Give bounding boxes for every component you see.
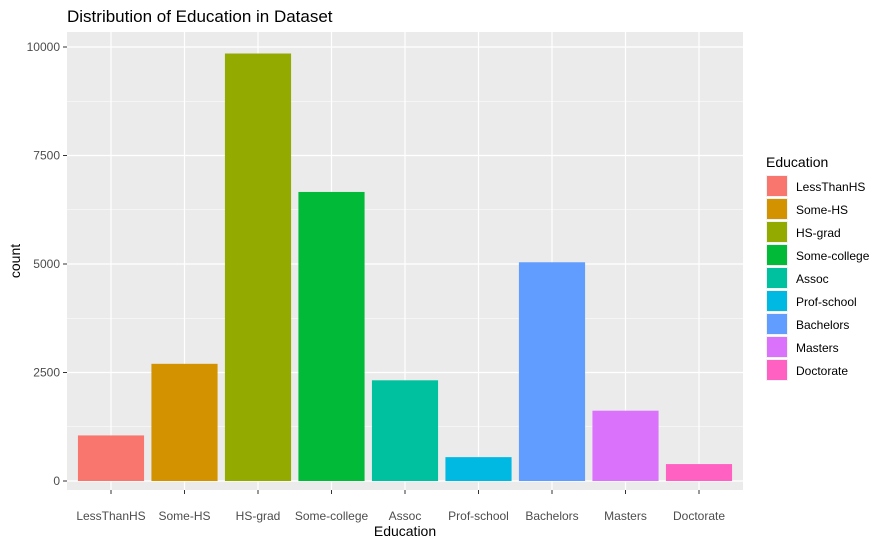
chart-title: Distribution of Education in Dataset [67,7,333,26]
bar-bachelors [518,262,586,481]
legend-key-assoc [767,268,787,288]
x-tick-label: Masters [604,509,647,523]
legend-key-bachelors [767,314,787,334]
x-tick-label: Doctorate [673,509,725,523]
legend-key-hs-grad [767,222,787,242]
x-tick-label: Some-college [295,509,369,523]
x-tick-label: Bachelors [525,509,578,523]
x-axis-title: Education [374,523,436,539]
legend-title: Education [766,154,828,170]
x-tick-label: Assoc [389,509,422,523]
y-tick-label: 7500 [33,149,60,163]
legend-key-doctorate [767,360,787,380]
bar-prof-school [445,457,512,481]
legend-label: Masters [796,341,839,355]
legend-label: Some-HS [796,203,848,217]
bar-some-college [298,191,365,481]
bar-doctorate [665,464,733,481]
x-tick-label: HS-grad [236,509,281,523]
y-tick-label: 2500 [33,366,60,380]
bar-hs-grad [224,53,292,481]
legend-label: Bachelors [796,318,849,332]
bar-masters [592,410,659,481]
x-tick-label: LessThanHS [76,509,145,523]
legend-key-prof-school [767,291,787,311]
y-axis-title: count [7,244,23,278]
legend-key-some-college [767,245,787,265]
legend-label: Some-college [796,249,870,263]
legend-key-some-hs [767,199,787,219]
legend-label: HS-grad [796,226,841,240]
x-tick-label: Prof-school [448,509,509,523]
legend-label: LessThanHS [796,180,865,194]
y-tick-label: 0 [53,474,60,488]
y-axis: 0 2500 5000 7500 10000 [27,40,67,488]
legend-label: Assoc [796,272,829,286]
x-axis: LessThanHS Some-HS HS-grad Some-college Asso… [76,490,725,523]
x-tick-label: Some-HS [158,509,210,523]
bars [77,53,733,481]
y-tick-label: 10000 [27,40,61,54]
legend: Education LessThanHS Some-HS HS-grad Some-c… [766,154,870,381]
bar-assoc [371,380,439,481]
legend-key-lessthanhs [767,176,787,196]
bar-lessthanhs [77,435,145,481]
legend-label: Doctorate [796,364,848,378]
bar-some-hs [151,363,218,481]
legend-key-masters [767,337,787,357]
y-tick-label: 5000 [33,257,60,271]
legend-label: Prof-school [796,295,857,309]
